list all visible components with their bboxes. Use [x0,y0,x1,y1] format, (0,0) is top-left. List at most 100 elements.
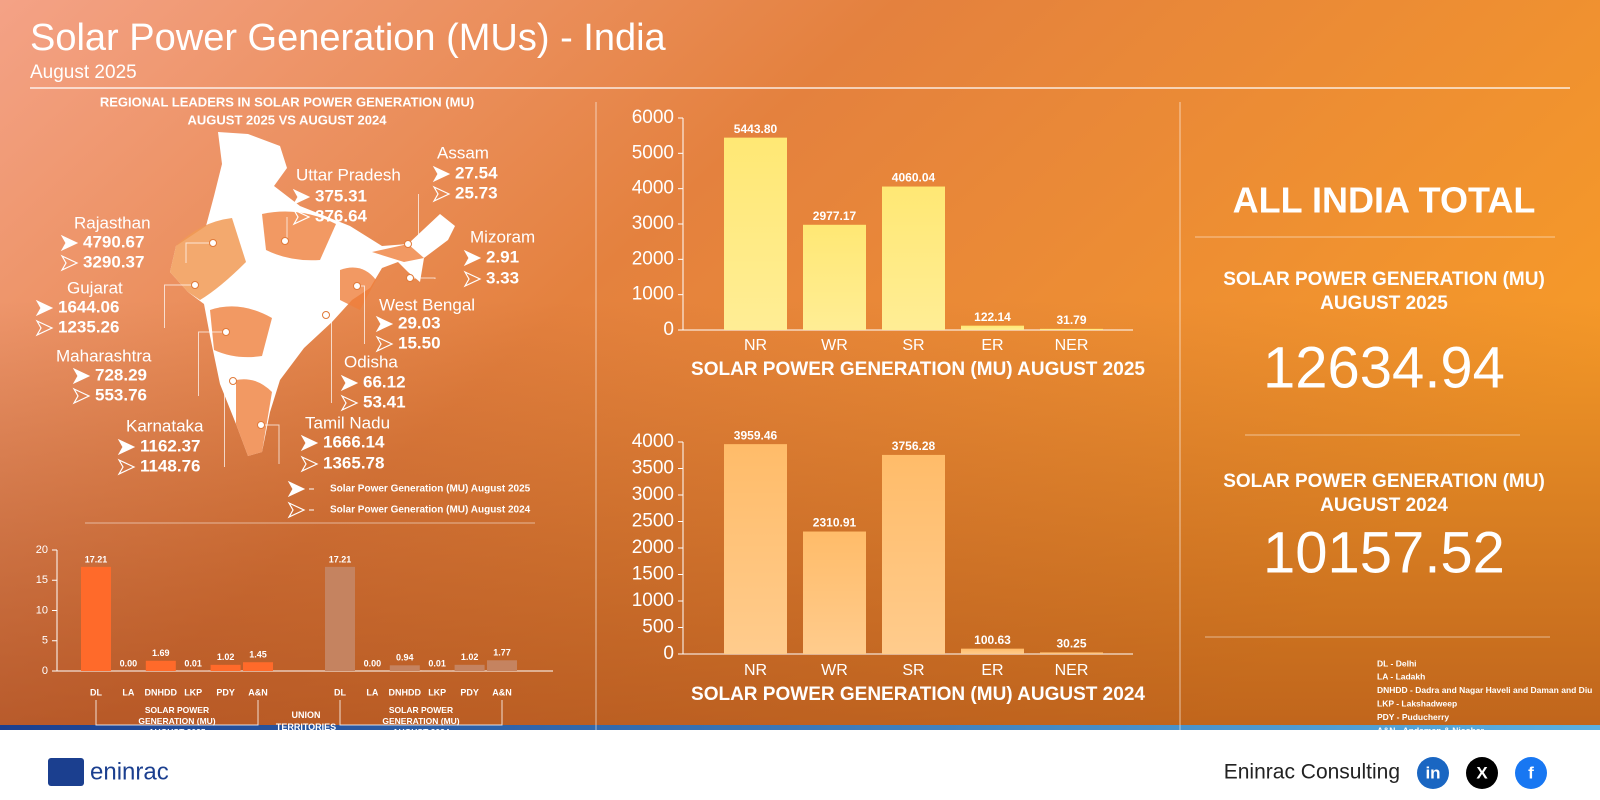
social-icon-label: X [1476,763,1488,782]
bar [243,662,273,671]
y-tick-label: 4000 [632,431,674,452]
value-label: 1.02 [461,652,479,662]
arrow-2025 [287,480,306,498]
x-axis-title: SOLAR POWER GENERATION (MU) AUGUST 2025 [691,359,1145,380]
arrow-2025 [35,299,54,317]
abbreviation: LA - Ladakh [1377,672,1425,682]
x-tick-label: NR [744,662,767,679]
x-tick-label: SR [902,337,924,354]
leader-line [261,424,280,464]
arrow-2024 [72,387,91,405]
state-name: Karnataka [126,416,204,435]
arrow-2024 [375,335,394,353]
arrow-2024 [292,208,311,226]
bar [210,664,241,671]
value-label: 17.21 [329,554,352,564]
abbreviation: DL - Delhi [1377,658,1417,668]
value-label: 1.77 [493,648,511,658]
map-title: AUGUST 2025 VS AUGUST 2024 [188,112,388,127]
y-tick-label: 4000 [632,178,674,199]
state-name: Rajasthan [74,213,151,232]
arrow-2025 [375,315,394,333]
state-name: West Bengal [379,295,475,314]
y-tick-label: 3000 [632,213,674,234]
india-map [170,132,455,456]
state-marker [281,237,289,245]
x-tick-label: SR [902,662,924,679]
group-label-box: SOLAR POWER GENERATION (MU) AUGUST 2024 [382,705,459,737]
bar-sheen [882,454,945,654]
arrow-2025 [340,374,359,392]
value-label: 122.14 [974,310,1011,324]
value-label: 0.94 [396,653,414,663]
x-tick-label: A&N [248,687,268,697]
x-tick-label: NER [1055,662,1089,679]
y-tick-label: 10 [36,604,48,616]
map-region [210,306,272,358]
footer-stripe [0,725,1600,730]
y-tick-label: 0 [42,665,48,677]
bar [325,566,355,671]
state-name: Assam [437,143,489,162]
arrow-2025 [463,249,482,267]
abbreviation: A&N - Andaman & Nicobar [1377,725,1485,735]
value-label: 1.69 [152,648,170,658]
y-tick-label: 1500 [632,564,674,585]
arrow-2025 [117,438,136,456]
social-icon[interactable] [1417,757,1449,789]
map-region [372,244,424,262]
x-tick-label: WR [821,662,848,679]
logo: eninrac [90,758,169,785]
arrow-2025 [292,188,311,206]
social-icon[interactable] [1466,757,1498,789]
state-value-2024: 15.50 [398,333,441,352]
y-tick-label: 3500 [632,458,674,479]
state-value-2024: 1365.78 [323,453,384,472]
social-icon-label: in [1425,763,1440,782]
abbreviation: LKP - Lakshadweep [1377,698,1457,708]
x-tick-label: DL [334,687,346,697]
total-value: 12634.94 [1263,335,1505,400]
state-value-2024: 553.76 [95,385,147,404]
bar [145,660,176,671]
x-tick-label: A&N [492,687,512,697]
group-bracket [95,700,259,726]
x-tick-label: ER [981,337,1003,354]
bar-sheen [961,648,1024,654]
state-value-2025: 1666.14 [323,432,385,451]
y-tick-label: 20 [36,544,48,556]
value-label: 3959.46 [734,428,778,442]
social-icon[interactable] [1515,757,1547,789]
state-value-2025: 4790.67 [83,232,144,251]
leader-line [185,242,213,263]
bar-sheen [724,137,787,330]
bar-sheen [1040,652,1103,654]
social-icon-label: f [1528,763,1534,782]
state-name: Maharashtra [56,346,152,365]
state-marker [353,282,361,290]
y-tick-label: 1000 [632,590,674,611]
state-value-2025: 66.12 [363,372,406,391]
state-marker [322,311,330,319]
arrow-2024 [300,455,319,473]
y-tick-label: 2000 [632,537,674,558]
value-label: 0.00 [364,658,382,668]
value-label: 0.00 [120,658,138,668]
bar-sheen [1040,328,1103,330]
state-value-2025: 375.31 [315,186,367,205]
y-tick-label: 500 [642,617,674,638]
state-name: Odisha [344,352,398,371]
group-label: SOLAR POWER GENERATION (MU) AUGUST 2025 [138,705,216,737]
x-tick-label: NER [1055,337,1089,354]
value-label: 1.45 [249,650,267,660]
value-label: 100.63 [974,633,1011,647]
totals-title: ALL INDIA TOTAL [1233,180,1536,221]
abbreviation: DNHDD - Dadra and Nagar Haveli and Daman… [1377,685,1592,695]
bar [81,566,111,671]
x-tick-label: WR [821,337,848,354]
bar-sheen [961,325,1024,330]
state-marker [257,421,265,429]
legend-label: Solar Power Generation (MU) August 2024 [330,505,531,516]
